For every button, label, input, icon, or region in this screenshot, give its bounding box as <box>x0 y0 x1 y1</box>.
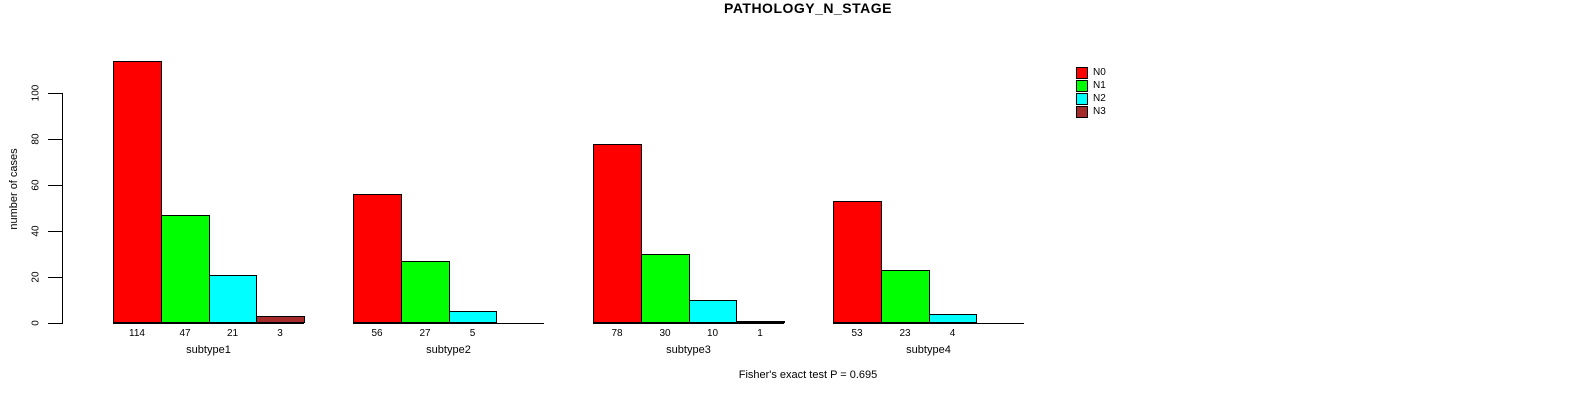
bar-value-label: 23 <box>899 328 911 339</box>
legend-item-n1: N1 <box>1076 79 1106 92</box>
bar-value-label: 114 <box>129 328 145 339</box>
legend-swatch-icon <box>1076 79 1088 92</box>
legend-swatch-icon <box>1076 105 1088 118</box>
legend-label: N2 <box>1093 92 1106 104</box>
y-axis-tick-label: 40 <box>30 225 42 237</box>
bar-n1-subtype1 <box>161 215 210 323</box>
x-category-label: subtype3 <box>666 344 711 356</box>
bar-n0-subtype3 <box>593 144 642 323</box>
bar-value-label: 10 <box>706 328 719 339</box>
y-axis-tick <box>48 139 62 140</box>
y-axis-tick-label: 20 <box>30 271 42 283</box>
bar-value-label: 27 <box>419 328 431 339</box>
y-axis-tick <box>48 93 62 94</box>
bar-value-label: 47 <box>179 328 191 339</box>
legend-label: N1 <box>1093 79 1106 91</box>
bar-n3-subtype3 <box>736 321 785 323</box>
chart-title: PATHOLOGY_N_STAGE <box>724 0 892 16</box>
legend: N0 N1 N2 N3 <box>1076 66 1106 118</box>
bar-value-label: 21 <box>226 328 239 339</box>
bar-n2-subtype1 <box>209 275 257 323</box>
legend-label: N3 <box>1093 105 1106 117</box>
x-category-label: subtype4 <box>906 344 951 356</box>
bar-n0-subtype4 <box>833 201 882 323</box>
bar-n3-subtype1 <box>256 316 305 323</box>
bar-n2-subtype3 <box>689 300 737 323</box>
y-axis-tick-label: 100 <box>30 84 42 102</box>
y-axis-tick-label: 60 <box>30 179 42 191</box>
bar-n1-subtype2 <box>401 261 450 323</box>
legend-item-n0: N0 <box>1076 66 1106 79</box>
legend-label: N0 <box>1093 66 1106 78</box>
x-category-label: subtype2 <box>426 344 471 356</box>
bar-value-label: 30 <box>659 328 671 339</box>
y-axis-line <box>62 93 63 324</box>
group-baseline <box>353 323 544 324</box>
fisher-test-caption: Fisher's exact test P = 0.695 <box>738 369 878 381</box>
y-axis-tick <box>48 323 62 324</box>
bar-value-label: 4 <box>949 328 956 339</box>
bar-value-label: 56 <box>371 328 383 339</box>
y-axis-tick <box>48 277 62 278</box>
bar-value-label: 53 <box>851 328 863 339</box>
bar-n2-subtype4 <box>929 314 977 323</box>
y-axis-tick <box>48 231 62 232</box>
y-axis-tick <box>48 185 62 186</box>
bar-n1-subtype4 <box>881 270 930 323</box>
bar-n2-subtype2 <box>449 311 497 323</box>
y-axis-tick-label: 80 <box>30 133 42 145</box>
bar-n1-subtype3 <box>641 254 690 323</box>
group-baseline <box>593 323 784 324</box>
x-category-label: subtype1 <box>186 344 231 356</box>
bar-n0-subtype1 <box>113 61 162 323</box>
bar-value-label: 78 <box>611 328 623 339</box>
legend-swatch-icon <box>1076 92 1088 105</box>
bar-value-label: 5 <box>469 328 476 339</box>
bar-value-label: 1 <box>757 328 763 339</box>
y-axis-tick-label: 0 <box>30 320 42 326</box>
legend-item-n3: N3 <box>1076 105 1106 118</box>
bar-value-label: 3 <box>277 328 283 339</box>
group-baseline <box>113 323 304 324</box>
legend-item-n2: N2 <box>1076 92 1106 105</box>
bar-n0-subtype2 <box>353 194 402 323</box>
legend-swatch-icon <box>1076 66 1088 79</box>
group-baseline <box>833 323 1024 324</box>
